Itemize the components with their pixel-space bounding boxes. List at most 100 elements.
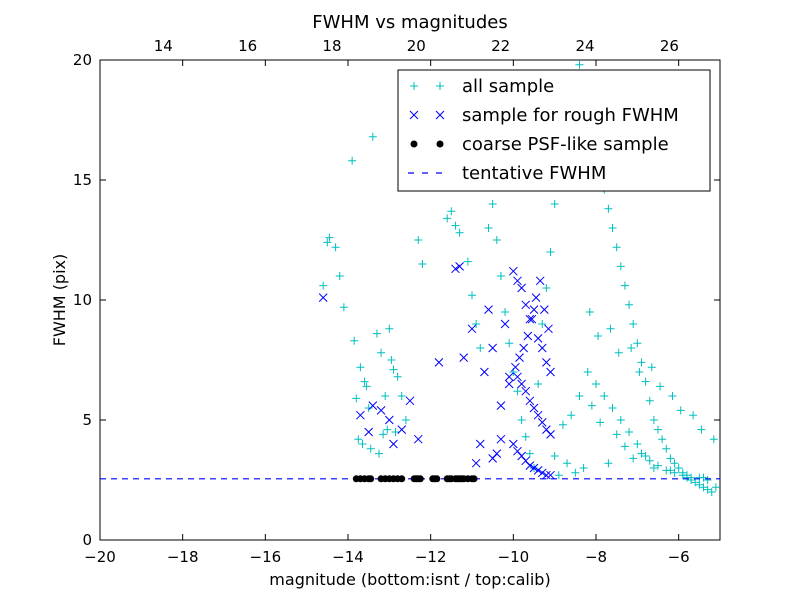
rough-sample-point: [542, 358, 551, 367]
x-axis-label: magnitude (bottom:isnt / top:calib): [269, 570, 550, 589]
bottom-axis: −20 −18 −16 −14 −12 −10 −8 −6: [84, 60, 690, 566]
all-sample-point: [319, 281, 328, 290]
all-sample-point: [699, 483, 708, 492]
all-sample-point: [356, 363, 365, 372]
psf-sample-point: [398, 475, 406, 483]
all-sample-point: [383, 425, 392, 434]
top-x-tick-label: 26: [660, 37, 679, 55]
all-sample-point: [641, 377, 650, 386]
rough-sample-point: [496, 401, 506, 410]
rough-sample-point: [397, 425, 407, 434]
rough-sample-point: [484, 305, 493, 314]
all-sample-point: [654, 425, 662, 434]
all-sample-point: [583, 368, 592, 376]
rough-sample-point: [471, 458, 481, 468]
all-sample-point: [496, 272, 505, 280]
rough-sample-point: [513, 276, 522, 286]
legend-item: coarse PSF-like sample: [410, 134, 669, 155]
x-tick-label: −20: [84, 548, 116, 566]
rough-sample-point: [451, 264, 460, 274]
all-sample-point: [463, 257, 472, 266]
legend-label: coarse PSF-like sample: [462, 134, 669, 155]
x-tick-label: −12: [415, 548, 447, 566]
all-sample-point: [635, 368, 644, 376]
y-tick-label: 5: [82, 411, 92, 429]
legend-label: sample for rough FWHM: [462, 105, 679, 126]
all-sample-point: [703, 476, 712, 484]
top-x-tick-label: 24: [575, 37, 594, 55]
all-sample-point: [554, 471, 563, 480]
all-sample-point: [381, 392, 390, 400]
all-sample-point: [645, 396, 654, 405]
rough-sample-point: [434, 358, 444, 367]
rough-sample-point: [546, 470, 555, 480]
legend-item: sample for rough FWHM: [409, 105, 679, 126]
psf-sample-point: [470, 475, 478, 483]
all-sample-point: [612, 243, 621, 252]
left-axis: 0 5 10 15 20: [73, 51, 720, 549]
all-sample-point: [558, 420, 567, 429]
chart-title: FWHM vs magnitudes: [312, 12, 507, 33]
rough-sample-point: [537, 468, 547, 478]
all-sample-point: [517, 416, 526, 424]
all-sample-point: [647, 363, 656, 372]
all-sample-point: [513, 387, 522, 396]
rough-sample-point: [546, 430, 555, 439]
rough-sample-point: [535, 276, 545, 286]
rough-sample-point: [525, 314, 535, 324]
rough-sample-point: [508, 439, 518, 449]
all-sample-point: [594, 332, 603, 340]
y-axis-label: FWHM (pix): [50, 254, 69, 347]
y-tick-label: 15: [73, 171, 92, 189]
all-sample-point: [385, 324, 394, 333]
all-sample-point: [691, 478, 700, 487]
all-sample-point: [629, 454, 638, 463]
all-sample-point: [629, 320, 638, 328]
all-sample-point: [608, 224, 617, 232]
rough-sample-point: [533, 334, 543, 343]
rough-sample-point: [504, 379, 514, 389]
all-sample-point: [368, 132, 377, 141]
all-sample-point: [662, 444, 671, 453]
all-sample-point: [550, 452, 559, 460]
x-tick-label: −8: [585, 548, 607, 566]
all-sample-point: [397, 392, 406, 400]
all-sample-point: [697, 425, 706, 434]
rough-sample-point: [467, 324, 477, 334]
series-psf-sample: [352, 475, 478, 483]
rough-sample-point: [513, 372, 522, 382]
all-sample-point: [387, 356, 396, 364]
rough-sample-point: [517, 379, 526, 389]
all-sample-point: [525, 449, 534, 458]
all-sample-point: [670, 468, 679, 477]
legend-item: all sample: [410, 76, 554, 97]
all-sample-point: [567, 411, 576, 420]
all-sample-point: [366, 444, 375, 453]
legend-marker-plus: [436, 82, 444, 90]
all-sample-point: [488, 200, 497, 208]
all-sample-point: [579, 464, 588, 472]
all-sample-point: [447, 207, 456, 216]
all-sample-point: [354, 435, 363, 444]
all-sample-point: [364, 404, 373, 412]
all-sample-point: [709, 435, 718, 444]
all-sample-point: [699, 473, 708, 482]
x-tick-label: −10: [498, 548, 530, 566]
all-sample-point: [585, 308, 594, 316]
all-sample-point: [372, 329, 381, 338]
rough-sample-point: [364, 427, 374, 437]
x-tick-label: −16: [250, 548, 282, 566]
all-sample-point: [666, 454, 675, 463]
all-sample-point: [645, 456, 654, 465]
all-sample-point: [505, 339, 514, 348]
top-axis: 14 16 18 20 22 24 26: [154, 37, 679, 55]
all-sample-point: [633, 339, 642, 348]
all-sample-point: [418, 260, 427, 268]
all-sample-point: [389, 365, 398, 374]
all-sample-point: [606, 324, 615, 333]
rough-sample-point: [517, 283, 526, 293]
rough-sample-point: [531, 293, 541, 302]
all-sample-point: [472, 320, 481, 328]
all-sample-point: [641, 452, 650, 460]
rough-sample-point: [455, 262, 464, 271]
